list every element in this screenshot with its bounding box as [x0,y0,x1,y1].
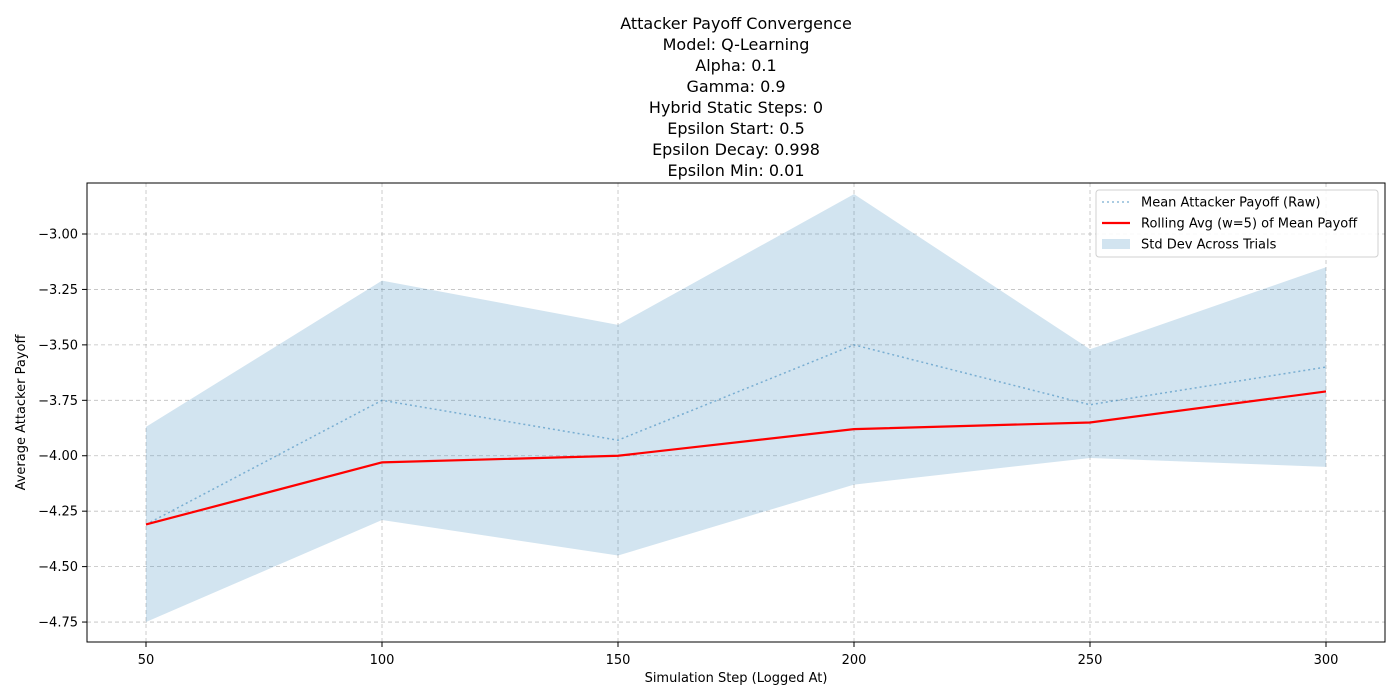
x-tick-label-4: 250 [1078,653,1103,668]
x-tick-label-2: 150 [606,653,631,668]
legend-box [1095,189,1379,258]
title-line-7: Epsilon Min: 0.01 [668,161,805,180]
y-tick-label-5: −3.50 [38,338,78,353]
title-line-5: Epsilon Start: 0.5 [667,119,805,138]
y-tick-label-4: −3.75 [38,394,78,409]
y-tick-label-3: −4.00 [38,449,78,464]
y-tick-label-1: −4.50 [38,560,78,575]
legend-label-2: Std Dev Across Trials [1141,238,1277,253]
legend-label-0: Mean Attacker Payoff (Raw) [1141,196,1321,211]
x-axis-label: Simulation Step (Logged At) [645,671,828,686]
std-dev-band [146,194,1326,623]
legend-label-1: Rolling Avg (w=5) of Mean Payoff [1141,217,1358,232]
y-tick-label-6: −3.25 [38,283,78,298]
x-tick-label-3: 200 [842,653,867,668]
title-line-6: Epsilon Decay: 0.998 [652,140,820,159]
legend-swatch-2 [1102,239,1130,249]
y-axis-label: Average Attacker Payoff [14,334,29,491]
plot-area [86,182,1386,643]
x-tick-label-1: 100 [370,653,395,668]
legend: Mean Attacker Payoff (Raw) Rolling Avg (w… [1095,189,1379,258]
title-line-0: Attacker Payoff Convergence [620,14,852,33]
chart-title: Attacker Payoff Convergence Model: Q-Lear… [620,14,852,180]
title-line-3: Gamma: 0.9 [686,77,785,96]
title-line-2: Alpha: 0.1 [695,56,776,75]
x-tick-label-5: 300 [1314,653,1339,668]
y-tick-label-2: −4.25 [38,505,78,520]
series-line-1 [145,390,1327,526]
title-line-1: Model: Q-Learning [663,35,810,54]
axes-frame [86,182,1386,643]
axis-ticks: 50 100 150 200 250 300 −4.75 −4.50 −4.25 −4.00 −3.… [38,228,1338,669]
y-tick-label-0: −4.75 [38,616,78,631]
x-tick-label-0: 50 [138,653,155,668]
title-line-4: Hybrid Static Steps: 0 [649,98,823,117]
y-tick-label-7: −3.00 [38,228,78,243]
